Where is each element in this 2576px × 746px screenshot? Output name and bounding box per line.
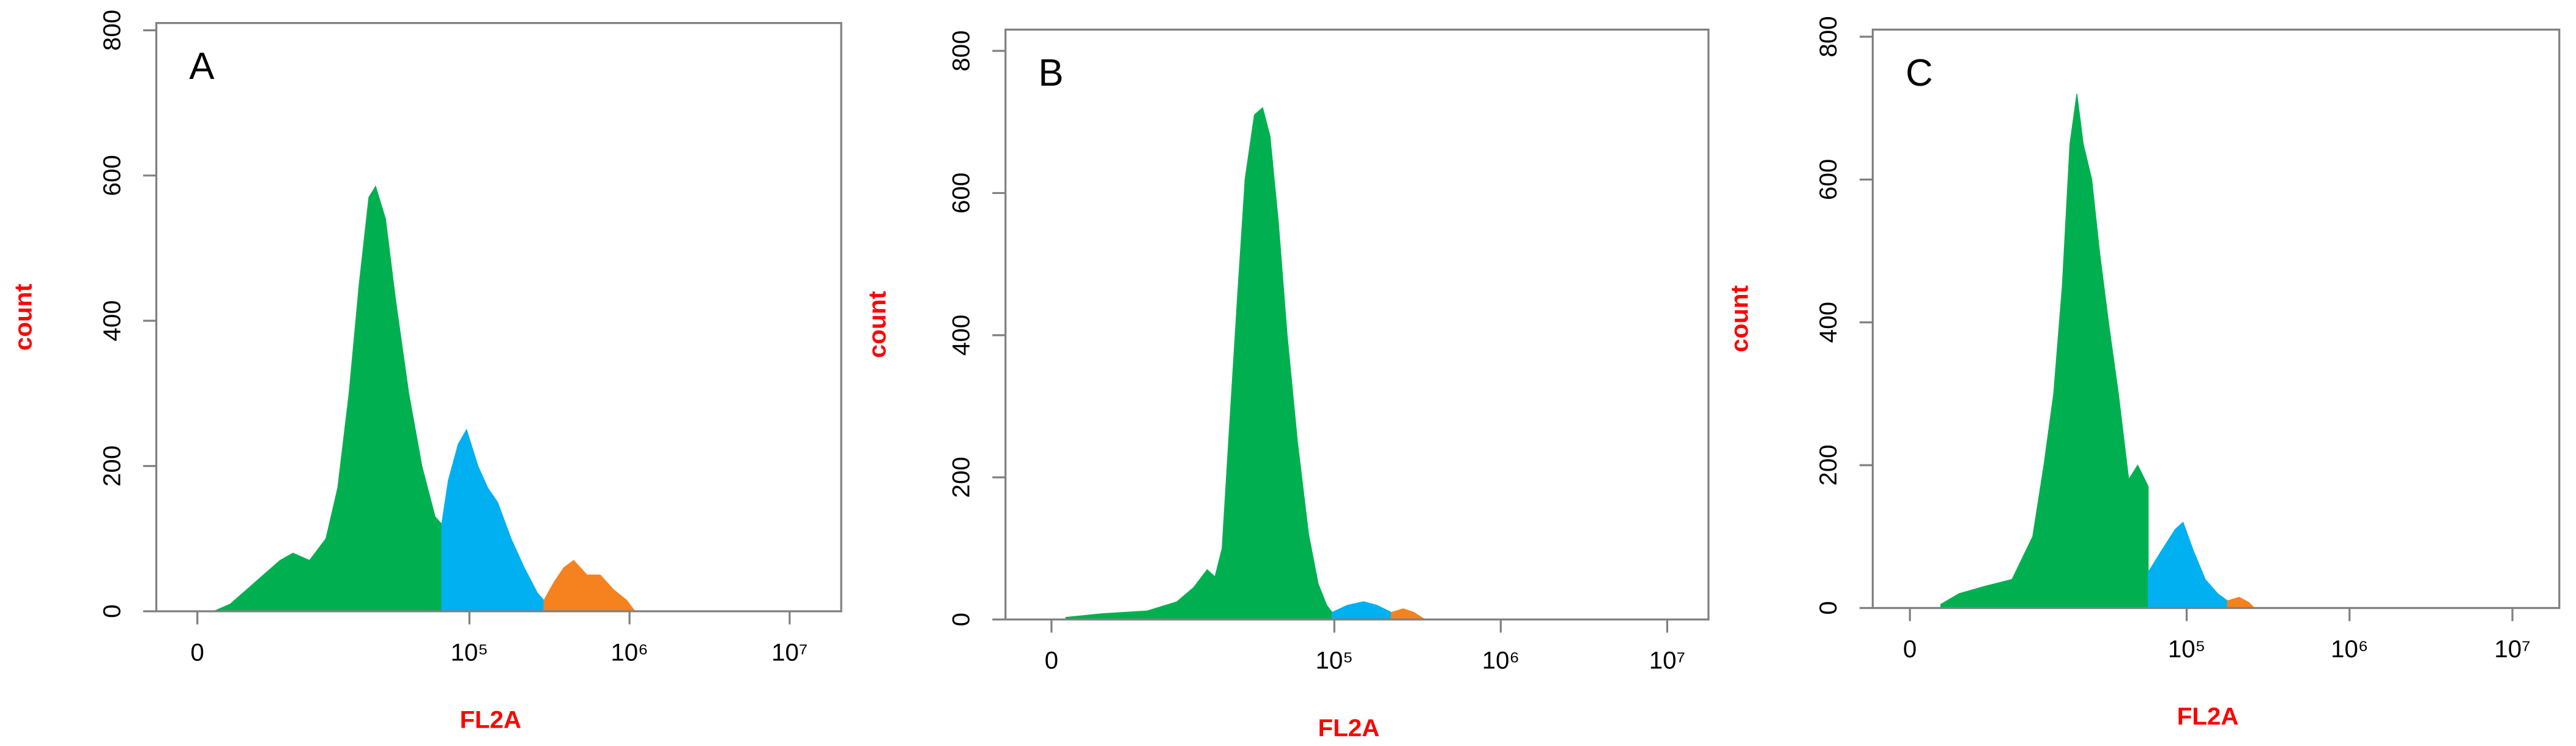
histogram-area <box>441 428 544 612</box>
y-axis-title: count <box>1726 285 1753 352</box>
y-tick-label: 800 <box>98 10 125 51</box>
y-axis-title: count <box>864 291 891 358</box>
y-tick-label: 400 <box>948 315 975 356</box>
histogram-area <box>543 559 636 612</box>
plot-frame <box>1871 28 2561 610</box>
y-tick-label: 200 <box>1814 444 1842 485</box>
y-tick-label: 600 <box>98 155 125 196</box>
y-tick-label: 0 <box>98 605 125 618</box>
histogram-area <box>213 185 442 612</box>
x-tick-label: 10⁵ <box>1315 647 1353 674</box>
y-tick-label: 600 <box>948 173 975 214</box>
x-tick-label: 0 <box>1045 647 1058 674</box>
panel: 0 200 400 600 800 0 10⁵ 10⁶ 10⁷ A FL2A count <box>9 10 842 733</box>
histogram-area <box>1331 601 1392 620</box>
x-tick-label: 0 <box>190 638 204 666</box>
x-tick-label: 10⁷ <box>1649 647 1685 674</box>
x-tick-label: 10⁵ <box>451 638 488 666</box>
y-tick-label: 800 <box>1814 16 1842 57</box>
histogram-area <box>2227 597 2255 609</box>
x-axis-title: FL2A <box>460 706 522 733</box>
panel-letter: C <box>1906 52 1933 94</box>
x-tick-label: 10⁷ <box>2494 635 2530 663</box>
histogram-area <box>1065 106 1333 620</box>
plot-frame <box>1004 28 1710 621</box>
y-axis-title: count <box>9 283 37 351</box>
x-axis-title: FL2A <box>2177 703 2239 730</box>
x-tick-label: 10⁶ <box>1482 647 1520 674</box>
x-tick-label: 10⁶ <box>2331 635 2368 663</box>
y-tick-label: 0 <box>948 613 975 626</box>
y-tick-label: 800 <box>948 31 975 72</box>
x-tick-label: 10⁵ <box>2168 635 2205 663</box>
y-tick-label: 0 <box>1814 601 1842 614</box>
histogram-area <box>1390 608 1427 620</box>
y-tick-label: 400 <box>98 300 125 341</box>
panel: 0 200 400 600 800 0 10⁵ 10⁶ 10⁷ C FL2A count <box>1726 16 2561 730</box>
panel: 0 200 400 600 800 0 10⁵ 10⁶ 10⁷ B FL2A count <box>864 28 1710 742</box>
panel-letter: B <box>1038 52 1063 94</box>
plot-frame <box>155 21 842 613</box>
y-tick-label: 400 <box>1814 302 1842 343</box>
histogram-area <box>1940 94 2149 609</box>
y-tick-label: 600 <box>1814 159 1842 200</box>
histogram-area <box>2148 521 2228 609</box>
x-tick-label: 10⁷ <box>771 638 807 666</box>
x-tick-label: 0 <box>1903 635 1917 663</box>
x-tick-label: 10⁶ <box>611 638 648 666</box>
y-tick-label: 200 <box>948 457 975 498</box>
panel-letter: A <box>189 45 215 88</box>
y-tick-label: 200 <box>98 446 125 487</box>
x-axis-title: FL2A <box>1318 714 1380 742</box>
